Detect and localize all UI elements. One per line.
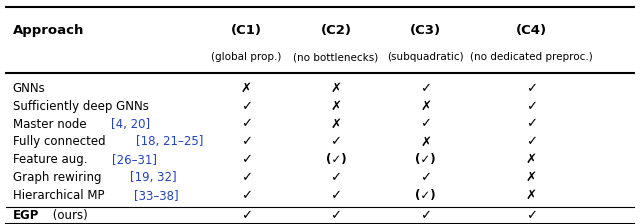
- Text: ✓: ✓: [420, 209, 431, 222]
- Text: (C4): (C4): [516, 24, 547, 37]
- Text: Approach: Approach: [13, 24, 84, 37]
- Text: ✓: ✓: [525, 118, 537, 131]
- Text: ✓: ✓: [420, 82, 431, 95]
- Text: ✓: ✓: [330, 189, 342, 202]
- Text: ✗: ✗: [525, 189, 537, 202]
- Text: [4, 20]: [4, 20]: [111, 118, 150, 131]
- Text: ✓: ✓: [241, 136, 252, 149]
- Text: (C1): (C1): [231, 24, 262, 37]
- Text: ✓: ✓: [330, 171, 342, 184]
- Text: ✓: ✓: [525, 136, 537, 149]
- Text: ✓: ✓: [330, 136, 342, 149]
- Text: GNNs: GNNs: [13, 82, 45, 95]
- Text: (C3): (C3): [410, 24, 441, 37]
- Text: ✓: ✓: [420, 171, 431, 184]
- Text: ✓: ✓: [525, 82, 537, 95]
- Text: ✗: ✗: [420, 100, 431, 113]
- Text: ✗: ✗: [525, 153, 537, 166]
- Text: ✓: ✓: [420, 118, 431, 131]
- Text: Fully connected: Fully connected: [13, 136, 106, 149]
- Text: (no bottlenecks): (no bottlenecks): [293, 52, 379, 62]
- Text: ✗: ✗: [420, 136, 431, 149]
- Text: [26–31]: [26–31]: [112, 153, 157, 166]
- Text: ✗: ✗: [330, 82, 342, 95]
- Text: (✓): (✓): [415, 189, 436, 202]
- Text: ✗: ✗: [241, 82, 252, 95]
- Text: (ours): (ours): [49, 209, 88, 222]
- Text: ✓: ✓: [241, 153, 252, 166]
- Text: Master node: Master node: [13, 118, 86, 131]
- Text: [33–38]: [33–38]: [134, 189, 179, 202]
- Text: ✓: ✓: [241, 100, 252, 113]
- Text: (subquadratic): (subquadratic): [387, 52, 464, 62]
- Text: ✓: ✓: [241, 118, 252, 131]
- Text: Sufficiently deep GNNs: Sufficiently deep GNNs: [13, 100, 148, 113]
- Text: ✓: ✓: [241, 189, 252, 202]
- Text: ✓: ✓: [525, 209, 537, 222]
- Text: ✓: ✓: [330, 209, 342, 222]
- Text: (✓): (✓): [326, 153, 346, 166]
- Text: ✓: ✓: [241, 209, 252, 222]
- Text: [18, 21–25]: [18, 21–25]: [136, 136, 203, 149]
- Text: (✓): (✓): [415, 153, 436, 166]
- Text: (no dedicated preproc.): (no dedicated preproc.): [470, 52, 593, 62]
- Text: Feature aug.: Feature aug.: [13, 153, 87, 166]
- Text: (C2): (C2): [321, 24, 351, 37]
- Text: ✓: ✓: [241, 171, 252, 184]
- Text: (global prop.): (global prop.): [211, 52, 282, 62]
- Text: Hierarchical MP: Hierarchical MP: [13, 189, 104, 202]
- Text: ✗: ✗: [330, 100, 342, 113]
- Text: ✓: ✓: [525, 100, 537, 113]
- Text: ✗: ✗: [525, 171, 537, 184]
- Text: Graph rewiring: Graph rewiring: [13, 171, 101, 184]
- Text: EGP: EGP: [13, 209, 39, 222]
- Text: [19, 32]: [19, 32]: [130, 171, 177, 184]
- Text: ✗: ✗: [330, 118, 342, 131]
